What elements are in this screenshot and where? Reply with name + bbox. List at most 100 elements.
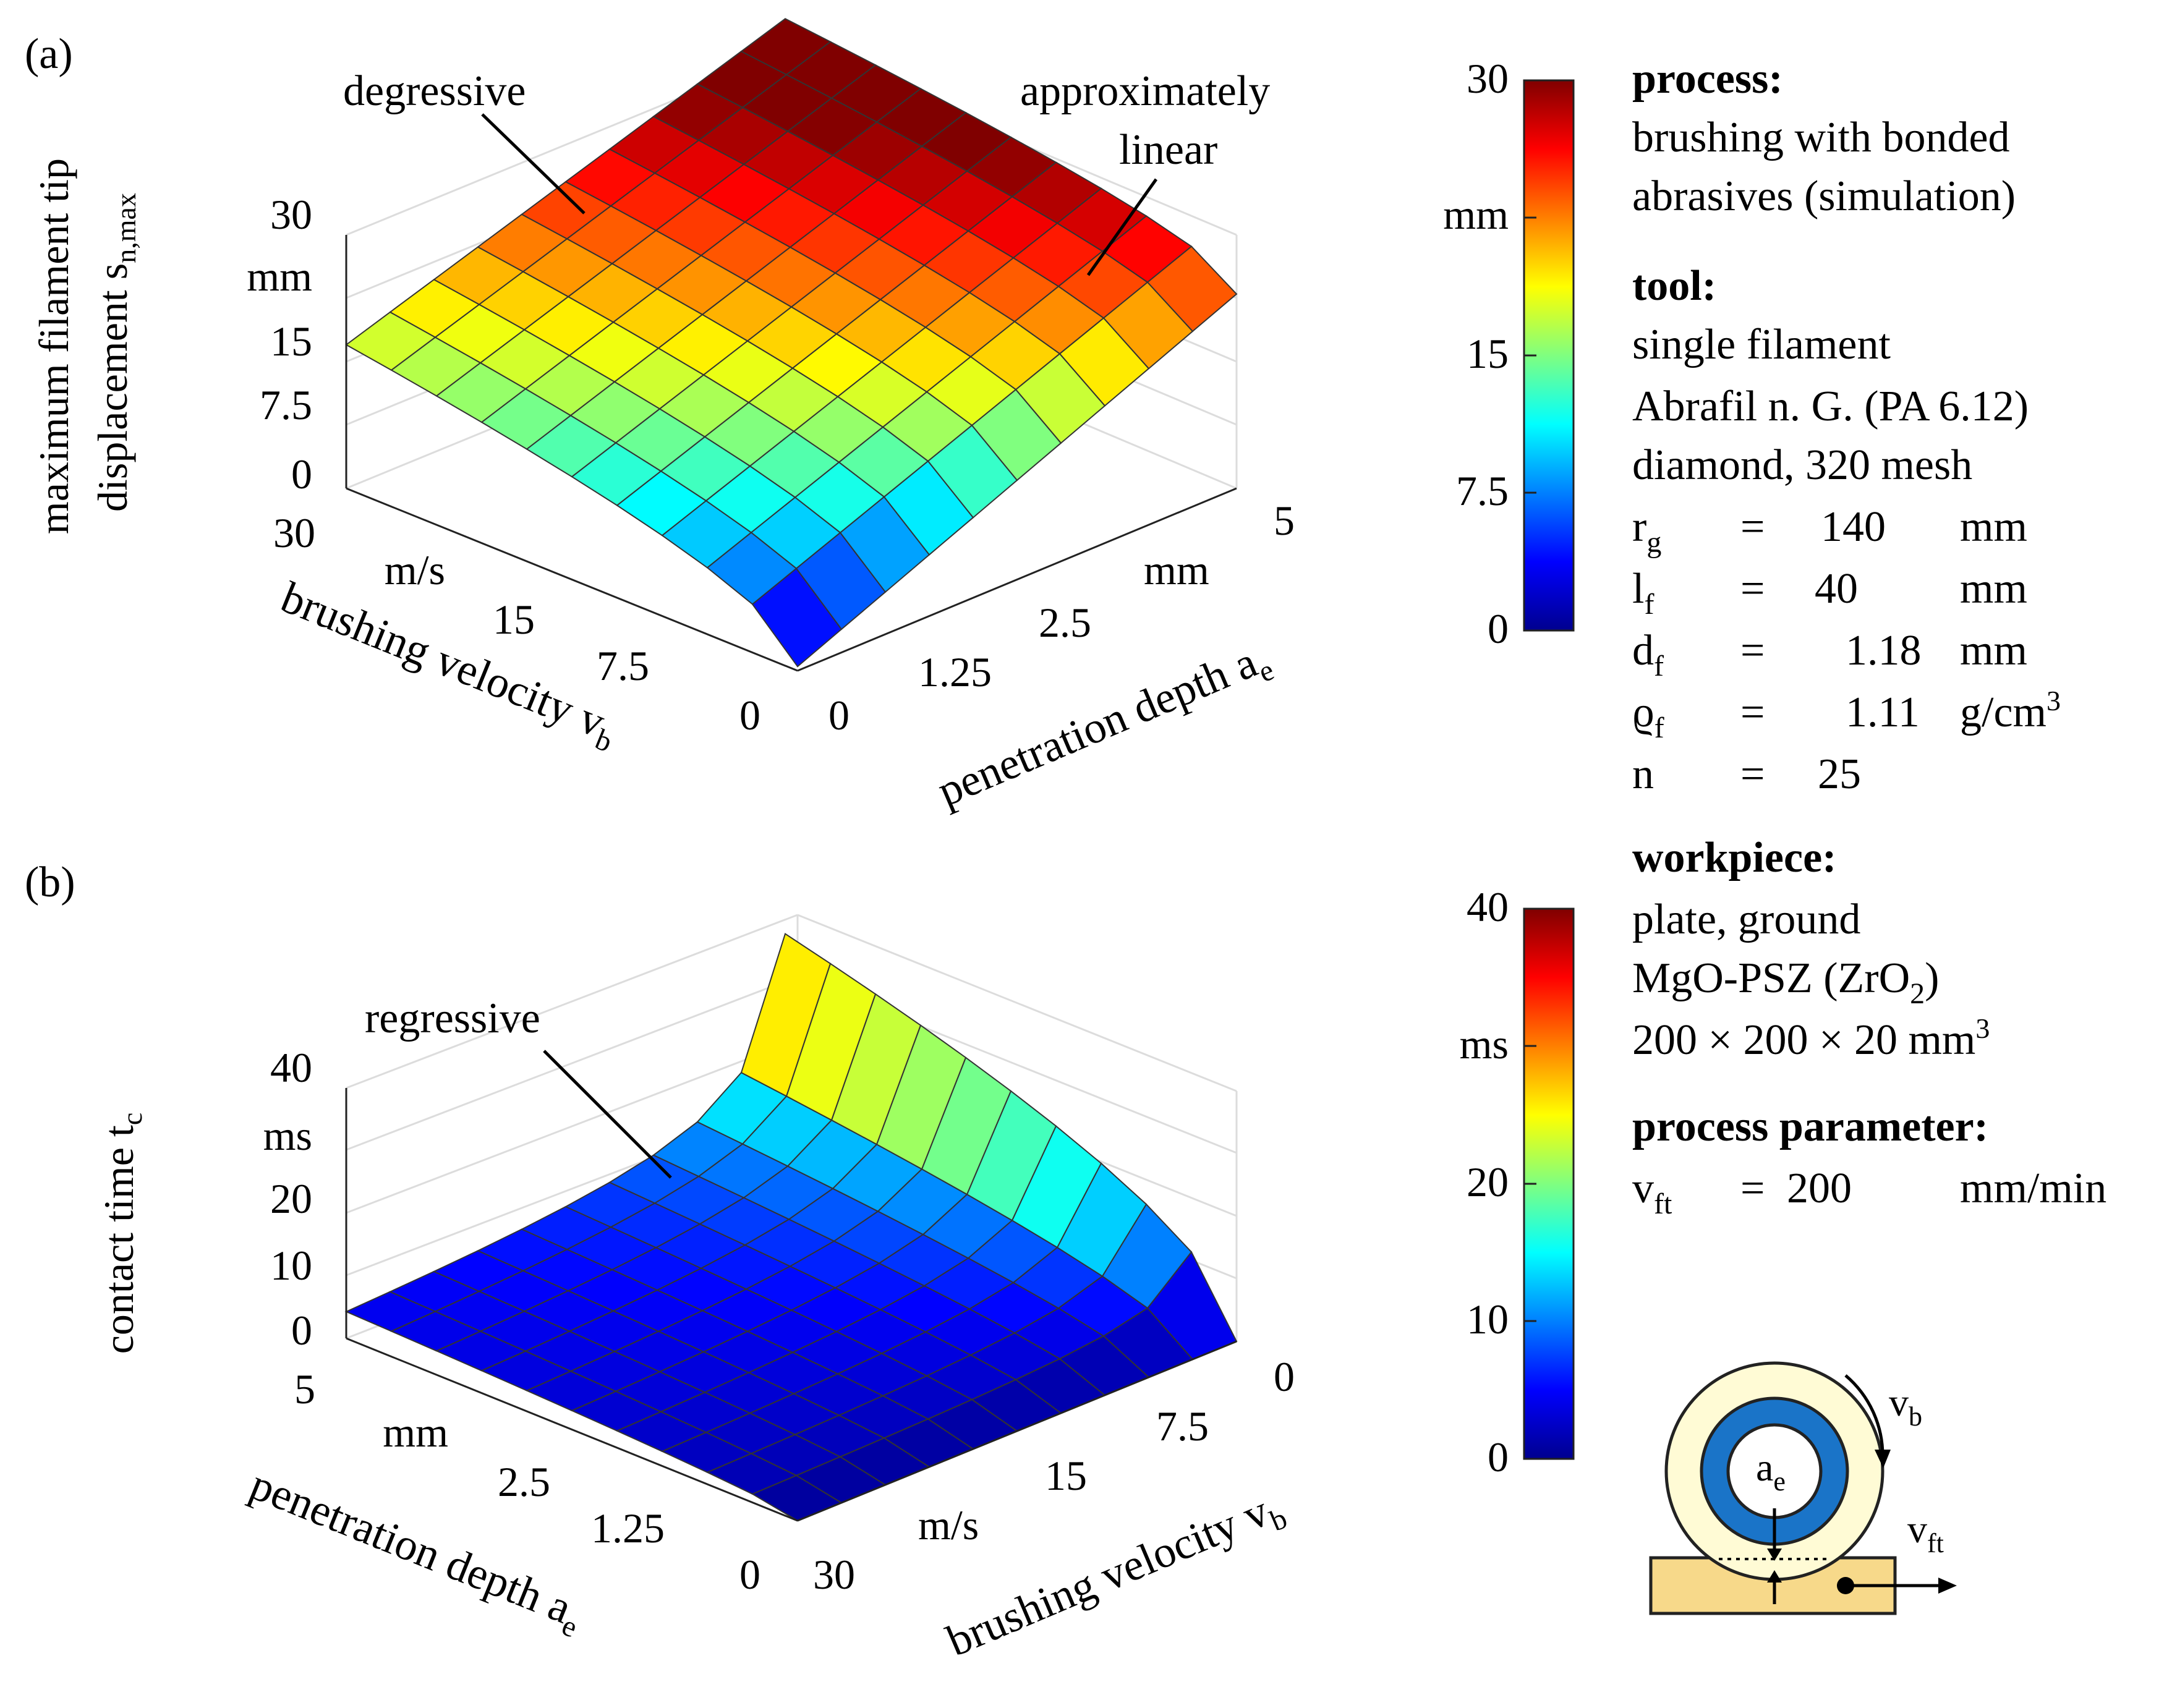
workpiece-line1: plate, ground bbox=[1632, 896, 1860, 943]
param-row: rg = 140 mm bbox=[1632, 503, 2027, 559]
svg-text:=: = bbox=[1740, 1165, 1765, 1212]
panel-b-y-tick: 0 bbox=[1274, 1353, 1295, 1400]
panel-a-x-label: brushing velocity vb bbox=[272, 572, 626, 759]
colorbar-b-tick: 0 bbox=[1488, 1434, 1509, 1481]
panel-a-annotation-degressive: degressive bbox=[343, 67, 526, 115]
workpiece-heading: workpiece: bbox=[1632, 834, 1836, 882]
svg-text:df: df bbox=[1632, 627, 1664, 682]
panel-b-z-tick: 10 bbox=[270, 1242, 312, 1289]
panel-b-z-tick: 0 bbox=[291, 1307, 312, 1354]
panel-a-y-tick: 2.5 bbox=[1039, 599, 1091, 646]
colorbar-a-tick: 15 bbox=[1467, 330, 1509, 377]
tool-line1: single filament bbox=[1632, 321, 1891, 368]
param-row: ϱf = 1.11 g/cm3 bbox=[1632, 685, 2061, 744]
panel-a-x-tick: m/s bbox=[385, 546, 445, 593]
panel-a-z-tick: 15 bbox=[270, 318, 312, 365]
panel-b-annotation-regressive-leader bbox=[543, 1050, 672, 1179]
svg-text:1.11: 1.11 bbox=[1846, 689, 1920, 736]
panel-a-x-tick: 7.5 bbox=[597, 642, 649, 689]
svg-text:=: = bbox=[1740, 503, 1765, 551]
workpiece-line2: MgO-PSZ (ZrO2) bbox=[1632, 954, 1939, 1010]
svg-text:g/cm3: g/cm3 bbox=[1960, 685, 2061, 736]
svg-text:140: 140 bbox=[1821, 503, 1886, 551]
process-parameter-heading: process parameter: bbox=[1632, 1103, 1988, 1150]
param-row: lf = 40 mm bbox=[1632, 565, 2027, 621]
panel-b-z-tick: 40 bbox=[270, 1044, 312, 1091]
panel-b-y-label: brushing velocity vb bbox=[940, 1480, 1292, 1672]
panel-a-surface bbox=[345, 18, 1238, 668]
tool-line3: diamond, 320 mesh bbox=[1632, 441, 1972, 489]
panel-a-label: (a) bbox=[25, 30, 73, 78]
panel-b: (b) 40 ms 20 10 0 contact time tc 5 mm 2… bbox=[25, 859, 1295, 1672]
panel-a-y-tick: 1.25 bbox=[918, 648, 992, 695]
panel-a: (a) 30 mm 15 7.5 0 maximum filament tip bbox=[25, 18, 1295, 816]
tool-line2: Abrafil n. G. (PA 6.12) bbox=[1632, 383, 2029, 430]
svg-text:=: = bbox=[1740, 750, 1765, 798]
sketch-ae-label: ae bbox=[1756, 1445, 1786, 1497]
panel-b-z-tick: ms bbox=[263, 1112, 312, 1159]
sketch-vft-label: vft bbox=[1907, 1507, 1944, 1558]
surface-b-cell bbox=[740, 933, 832, 1097]
process-parameter-row: vft = 200 mm/min bbox=[1632, 1165, 2106, 1220]
svg-text:mm: mm bbox=[1960, 503, 2027, 551]
panel-b-label: (b) bbox=[25, 859, 75, 906]
svg-text:ϱf: ϱf bbox=[1632, 689, 1664, 744]
panel-a-x-tick: 30 bbox=[273, 509, 315, 556]
colorbar-a-tick: 0 bbox=[1488, 605, 1509, 652]
brush-sketch: ae vb vft bbox=[1649, 1361, 1957, 1615]
panel-b-y-axis bbox=[797, 1340, 1237, 1522]
process-line2: abrasives (simulation) bbox=[1632, 172, 2016, 220]
panel-a-annotation-linear-line2: linear bbox=[1119, 126, 1217, 174]
panel-a-y-tick: 5 bbox=[1274, 497, 1295, 544]
panel-b-x-axis bbox=[346, 1337, 798, 1522]
process-line1: brushing with bonded bbox=[1632, 114, 2010, 161]
workpiece-line3: 200 × 200 × 20 mm3 bbox=[1632, 1013, 1990, 1064]
tool-heading: tool: bbox=[1632, 262, 1716, 310]
svg-text:lf: lf bbox=[1632, 565, 1654, 621]
panel-b-x-tick: 2.5 bbox=[498, 1458, 550, 1505]
panel-a-z-label-line1: maximum filament tip bbox=[30, 158, 77, 534]
colorbar-a-tick: 30 bbox=[1467, 55, 1509, 102]
panel-a-annotation-degressive-leader bbox=[481, 113, 586, 215]
panel-b-x-tick: mm bbox=[383, 1409, 448, 1456]
panel-a-y-tick: 0 bbox=[828, 692, 850, 739]
panel-b-x-tick: 0 bbox=[739, 1551, 760, 1598]
svg-text:25: 25 bbox=[1818, 750, 1861, 798]
panel-b-y-tick: 7.5 bbox=[1156, 1403, 1209, 1450]
svg-text:mm: mm bbox=[1960, 565, 2027, 613]
panel-b-annotation-regressive: regressive bbox=[365, 995, 540, 1042]
panel-a-x-tick: 0 bbox=[739, 692, 760, 739]
panel-b-y-tick: m/s bbox=[918, 1502, 979, 1549]
panel-a-y-axis bbox=[797, 487, 1237, 672]
svg-text:mm/min: mm/min bbox=[1960, 1165, 2106, 1212]
panel-a-annotation-linear-leader bbox=[1086, 178, 1158, 276]
colorbar-b: 40 ms 20 10 0 bbox=[1460, 883, 1575, 1481]
rotation-arrow bbox=[1844, 1374, 1885, 1456]
panel-b-x-tick: 1.25 bbox=[591, 1505, 665, 1552]
colorbar-a: 30 mm 15 7.5 0 bbox=[1443, 55, 1575, 652]
panel-a-y-tick: mm bbox=[1144, 546, 1209, 593]
panel-b-z-label: contact time tc bbox=[95, 1113, 148, 1354]
svg-text:=: = bbox=[1740, 627, 1765, 674]
param-row: df = 1.18 mm bbox=[1632, 627, 2027, 682]
svg-text:rg: rg bbox=[1632, 503, 1661, 559]
colorbar-a-tick: mm bbox=[1443, 191, 1509, 238]
colorbar-b-tick: ms bbox=[1460, 1021, 1509, 1068]
colorbar-b-tick: 20 bbox=[1467, 1158, 1509, 1205]
svg-text:mm: mm bbox=[1960, 627, 2027, 674]
info-panel: process: brushing with bonded abrasives … bbox=[1632, 55, 2106, 1220]
panel-a-z-tick: 0 bbox=[291, 451, 312, 498]
svg-text:40: 40 bbox=[1815, 565, 1858, 613]
panel-a-x-axis bbox=[346, 487, 798, 672]
panel-a-x-tick: 15 bbox=[493, 596, 535, 643]
svg-text:=: = bbox=[1740, 689, 1765, 736]
svg-text:n: n bbox=[1632, 750, 1654, 798]
param-row: n = 25 bbox=[1632, 750, 1861, 798]
process-heading: process: bbox=[1632, 55, 1783, 103]
svg-text:200: 200 bbox=[1787, 1165, 1852, 1212]
panel-a-annotation-linear-line1: approximately bbox=[1020, 67, 1270, 115]
panel-a-z-tick: 7.5 bbox=[260, 381, 312, 428]
colorbar-b-tick: 40 bbox=[1467, 883, 1509, 930]
panel-a-z-tick: 30 bbox=[270, 191, 312, 238]
